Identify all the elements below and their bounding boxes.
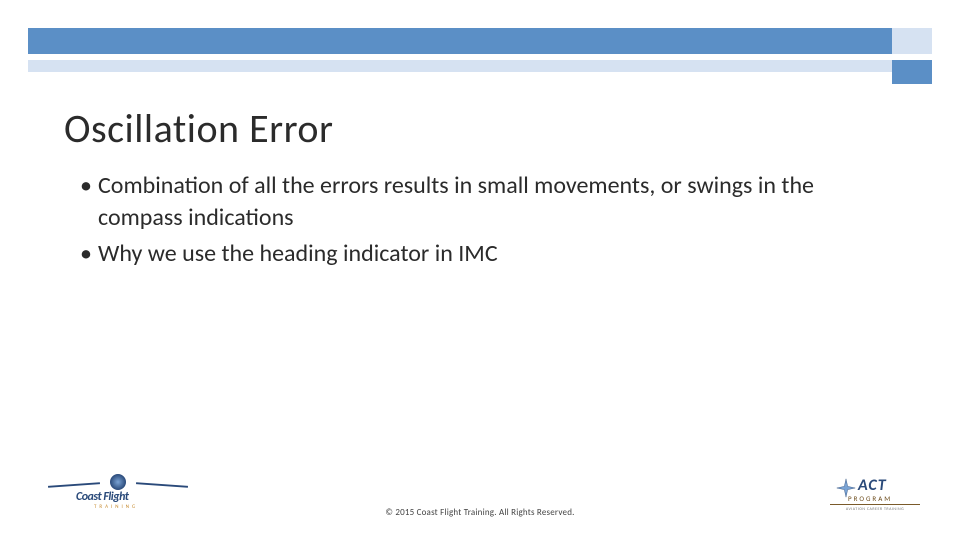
- bullet-list: • Combination of all the errors results …: [80, 170, 900, 274]
- header-bar-secondary: [28, 60, 920, 72]
- logo-hub-icon: [110, 474, 126, 490]
- header-bars: [0, 0, 960, 92]
- bullet-text: Why we use the heading indicator in IMC: [98, 238, 498, 270]
- bullet-marker: •: [80, 170, 98, 202]
- coast-flight-logo: Coast Flight TRAINING: [48, 472, 188, 512]
- logo-right-name: ACT: [858, 476, 887, 495]
- slide-title: Oscillation Error: [64, 104, 333, 153]
- header-accent-bottom: [892, 60, 932, 84]
- header-bar-primary: [28, 28, 920, 54]
- bullet-marker: •: [80, 238, 98, 270]
- act-program-logo: ACT PROGRAM AVIATION CAREER TRAINING: [830, 472, 920, 516]
- bullet-item: • Why we use the heading indicator in IM…: [80, 238, 900, 270]
- bullet-item: • Combination of all the errors results …: [80, 170, 900, 234]
- logo-right-tag: AVIATION CAREER TRAINING: [830, 507, 920, 512]
- logo-right-sub: PROGRAM: [848, 494, 892, 503]
- logo-left-sub: TRAINING: [94, 504, 138, 510]
- bullet-text: Combination of all the errors results in…: [98, 170, 900, 234]
- footer-copyright: © 2015 Coast Flight Training. All Rights…: [385, 507, 574, 518]
- header-accent-top: [892, 28, 932, 54]
- logo-left-name: Coast Flight: [76, 490, 128, 504]
- logo-right-rule: [830, 504, 920, 505]
